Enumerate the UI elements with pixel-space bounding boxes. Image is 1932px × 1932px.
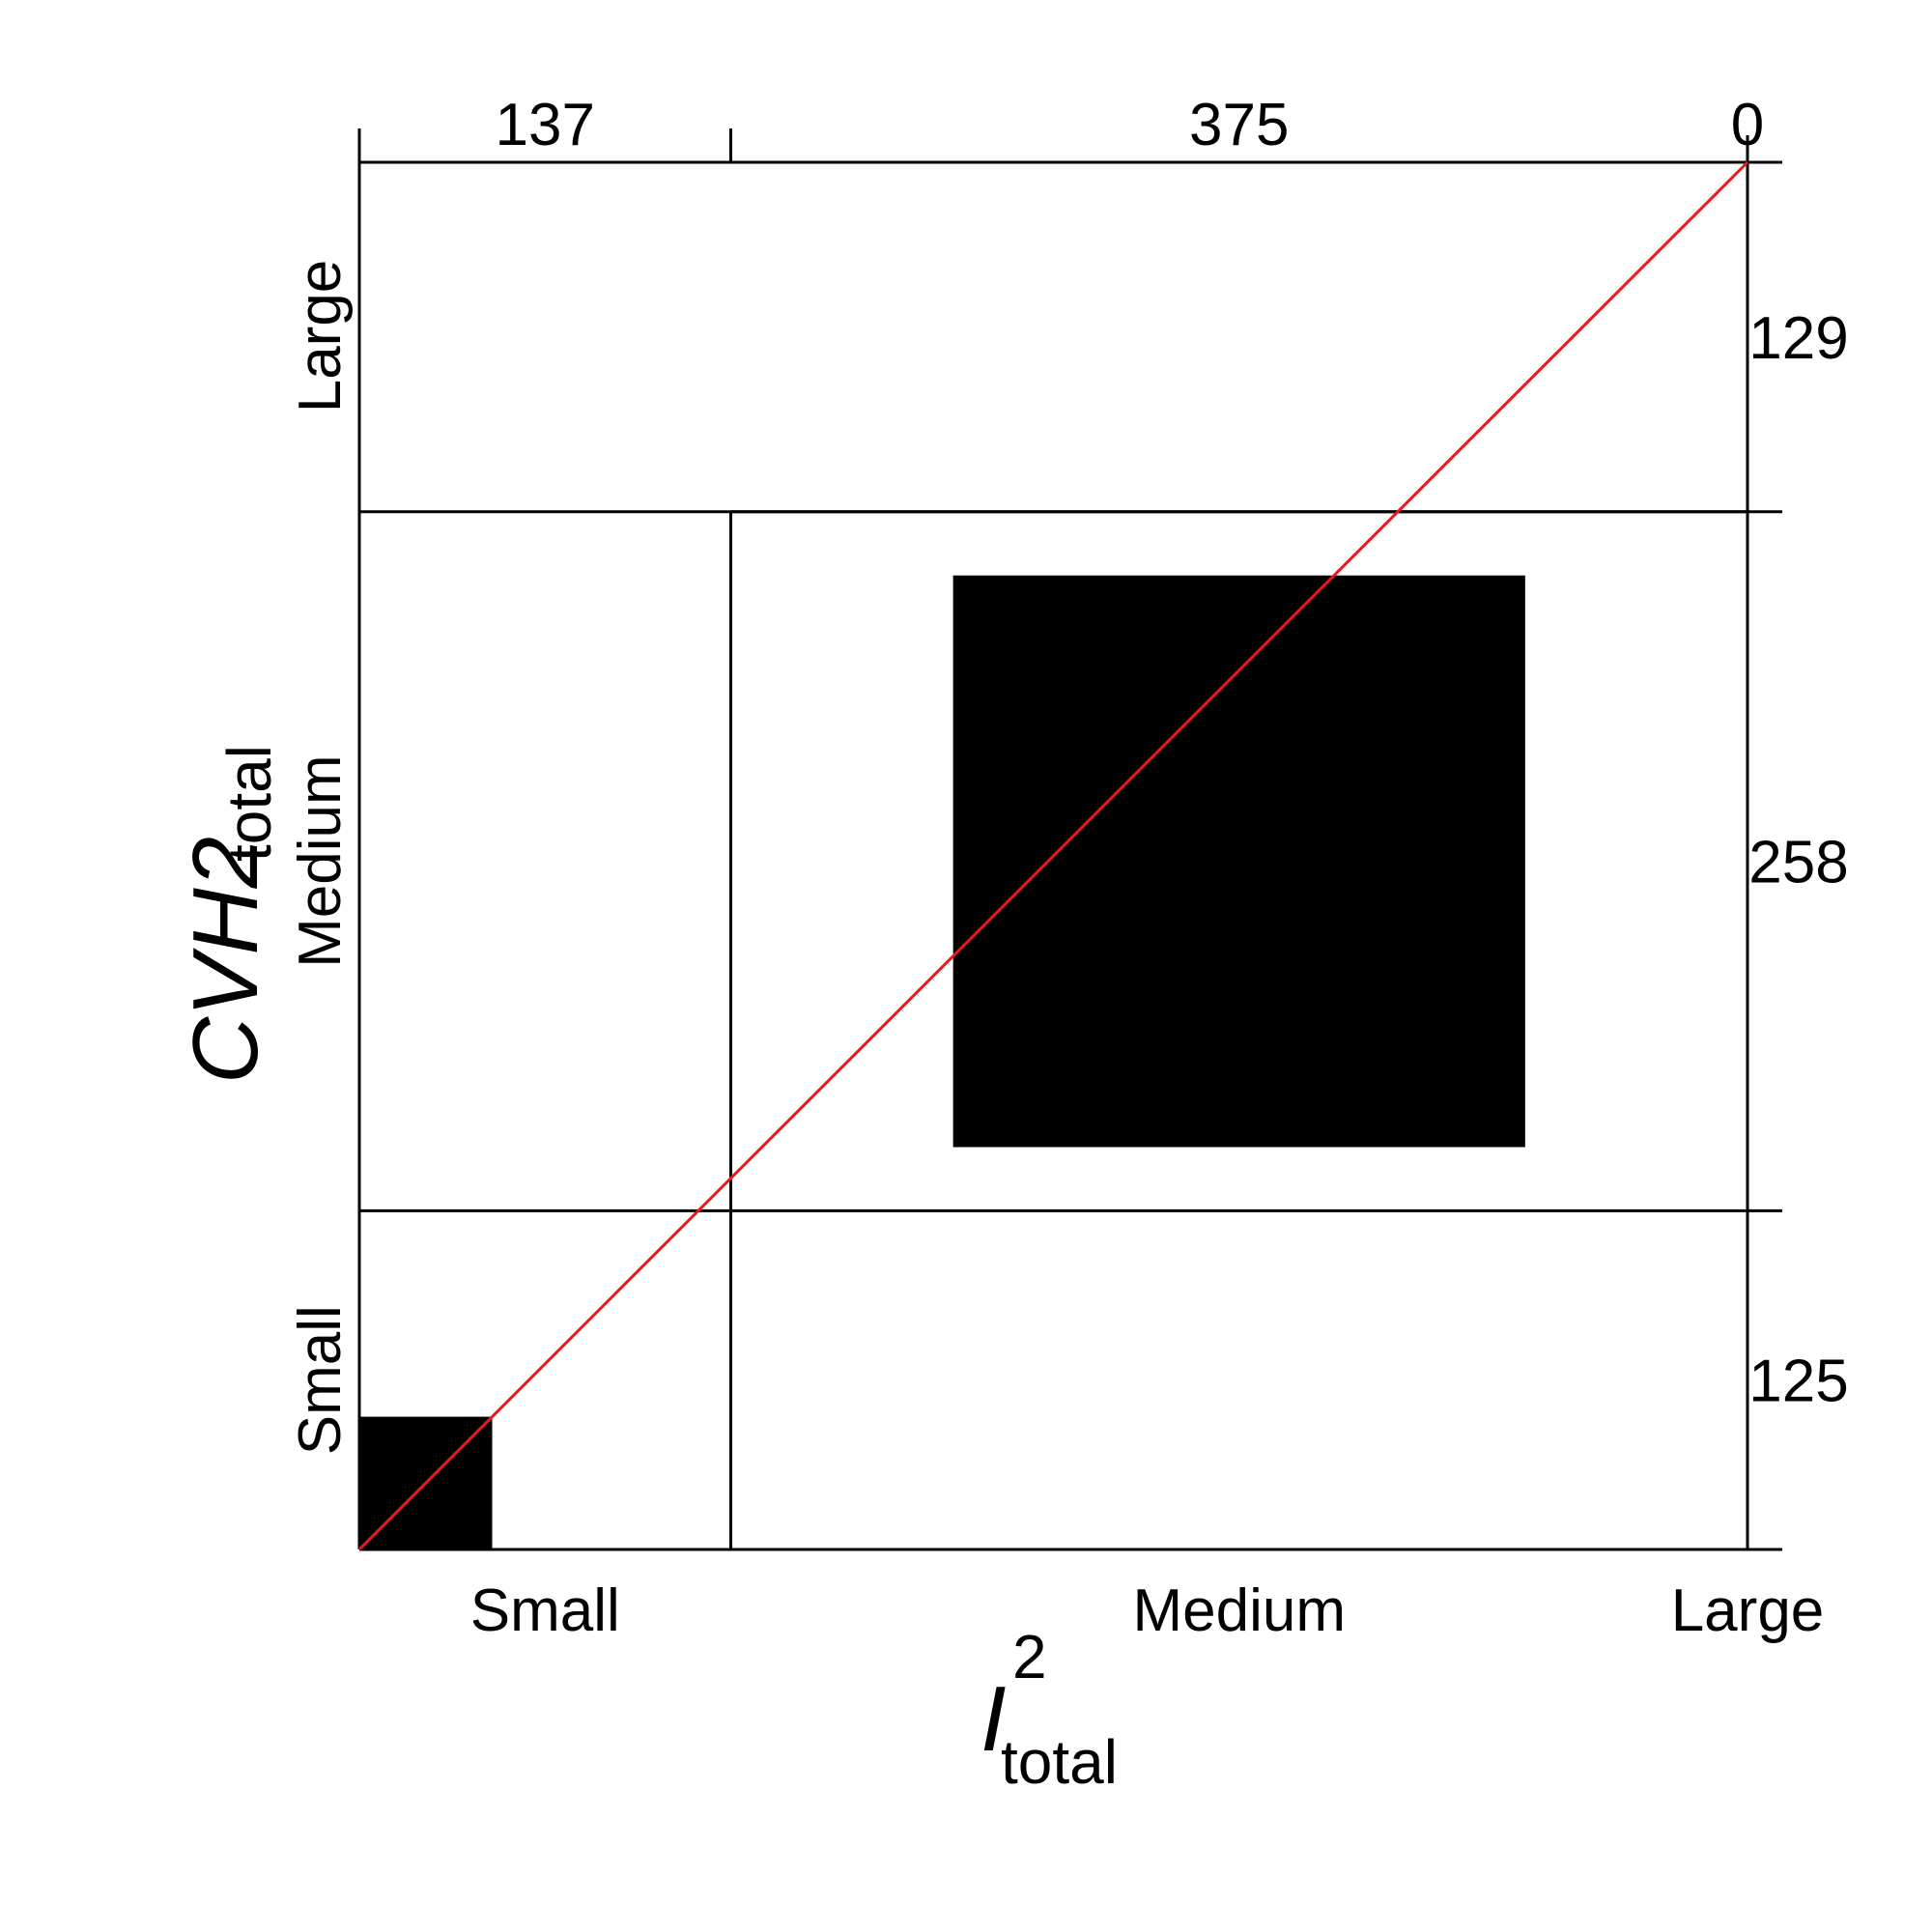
y-tick-label-large: Large — [287, 260, 354, 413]
y-marginal-count-medium: 258 — [1748, 830, 1848, 896]
y-tick-label-medium: Medium — [287, 754, 354, 968]
y-axis-label: CVH2 total — [174, 745, 284, 1084]
x-axis-label-sup: 2 — [1012, 1622, 1047, 1691]
x-marginal-count-large: 0 — [1731, 92, 1764, 158]
x-marginal-count-small: 137 — [496, 92, 595, 158]
y-marginal-count-large: 129 — [1748, 305, 1848, 372]
agreement-cell-medium — [952, 575, 1525, 1148]
x-axis-label: I 2 total — [980, 1622, 1118, 1797]
x-tick-label-small: Small — [470, 1577, 620, 1644]
chart-frame — [357, 128, 1782, 1551]
agreement-cells — [359, 575, 1525, 1549]
x-tick-label-large: Large — [1671, 1577, 1825, 1644]
x-axis-label-sub: total — [1001, 1727, 1118, 1797]
x-tick-label-medium: Medium — [1132, 1577, 1346, 1644]
x-marginal-count-medium: 375 — [1189, 92, 1289, 158]
y-tick-label-small: Small — [287, 1305, 354, 1455]
y-axis-label-main: CVH2 — [174, 837, 277, 1084]
diagonal-reference — [357, 160, 1749, 1551]
y-axis-label-sub: total — [214, 745, 284, 862]
x-axis-label-main: I — [980, 1667, 1007, 1771]
diagonal-line — [357, 160, 1749, 1551]
y-marginal-count-small: 125 — [1748, 1349, 1848, 1415]
